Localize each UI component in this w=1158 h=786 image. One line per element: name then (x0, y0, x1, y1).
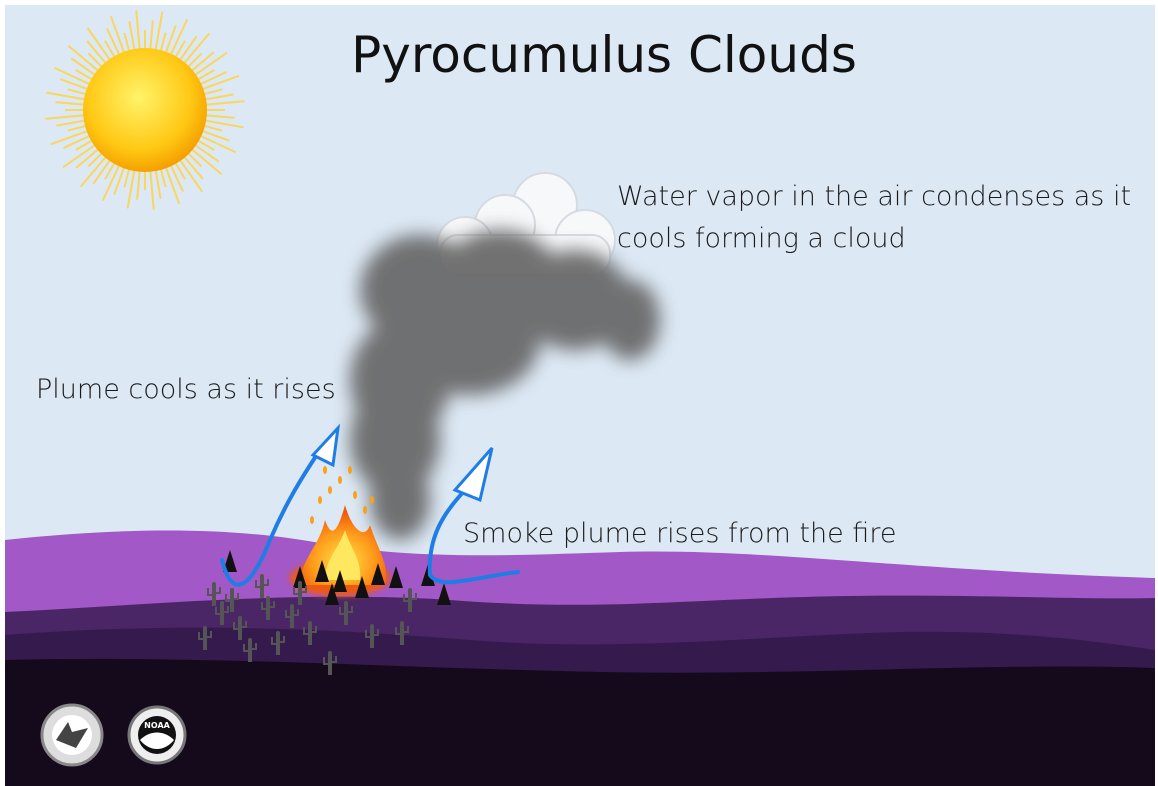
noaa-logo: NOAA (129, 707, 185, 763)
sun (83, 48, 207, 172)
spark (318, 496, 322, 504)
spark (323, 466, 327, 474)
diagram: Pyrocumulus Clouds (0, 0, 1158, 786)
cloud-label: Water vapor in the air condenses as it (617, 181, 1131, 212)
plume-cools-label: Plume cools as it rises (36, 374, 336, 405)
spark (370, 496, 374, 504)
cloud-label: cools forming a cloud (617, 223, 906, 254)
spark (348, 466, 352, 474)
spark (363, 506, 367, 514)
spark (328, 486, 332, 494)
title: Pyrocumulus Clouds (351, 26, 857, 84)
nws-logo (42, 705, 102, 765)
spark (338, 476, 342, 484)
noaa-text: NOAA (144, 721, 170, 730)
spark (310, 516, 314, 524)
spark (353, 491, 357, 499)
smoke-rises-label: Smoke plume rises from the fire (463, 518, 896, 549)
